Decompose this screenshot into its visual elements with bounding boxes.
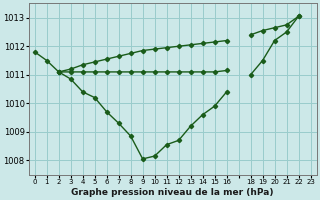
X-axis label: Graphe pression niveau de la mer (hPa): Graphe pression niveau de la mer (hPa) [71,188,274,197]
